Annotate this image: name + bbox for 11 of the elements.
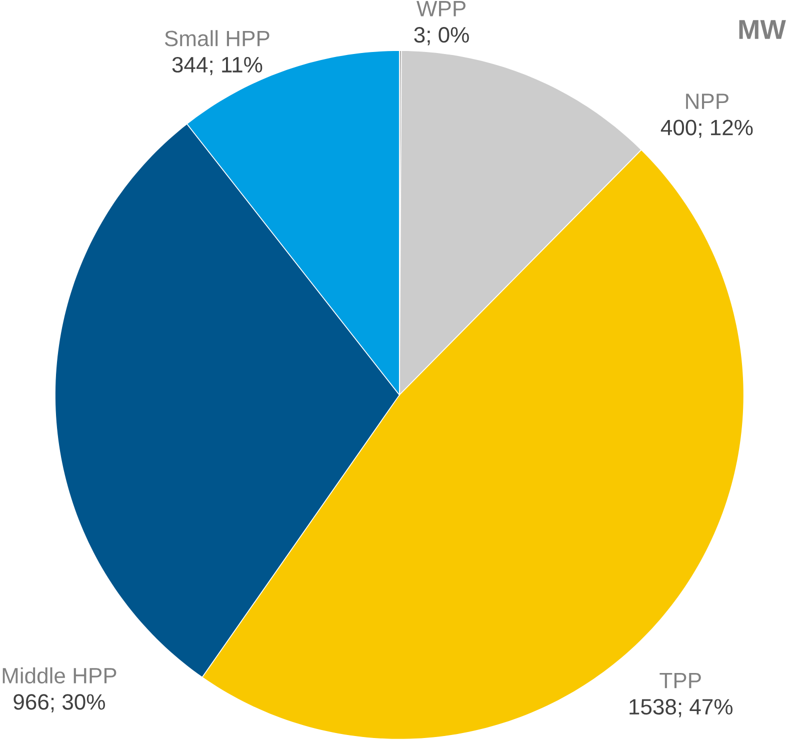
data-label: 344; 11%: [172, 57, 262, 76]
slice-label: WPP: [416, 1, 466, 16]
data-label: 3; 0%: [414, 27, 469, 46]
slice-label: NPP: [686, 94, 728, 110]
slice-label: Middle HPP: [2, 667, 116, 684]
slice-label: Small HPP: [164, 30, 270, 46]
data-label: 1538; 47%: [630, 699, 732, 718]
data-label: 966; 30%: [14, 694, 105, 712]
data-label: 400; 12%: [660, 120, 753, 138]
slice-label: TPP: [660, 673, 701, 688]
text: MW: [739, 20, 786, 39]
